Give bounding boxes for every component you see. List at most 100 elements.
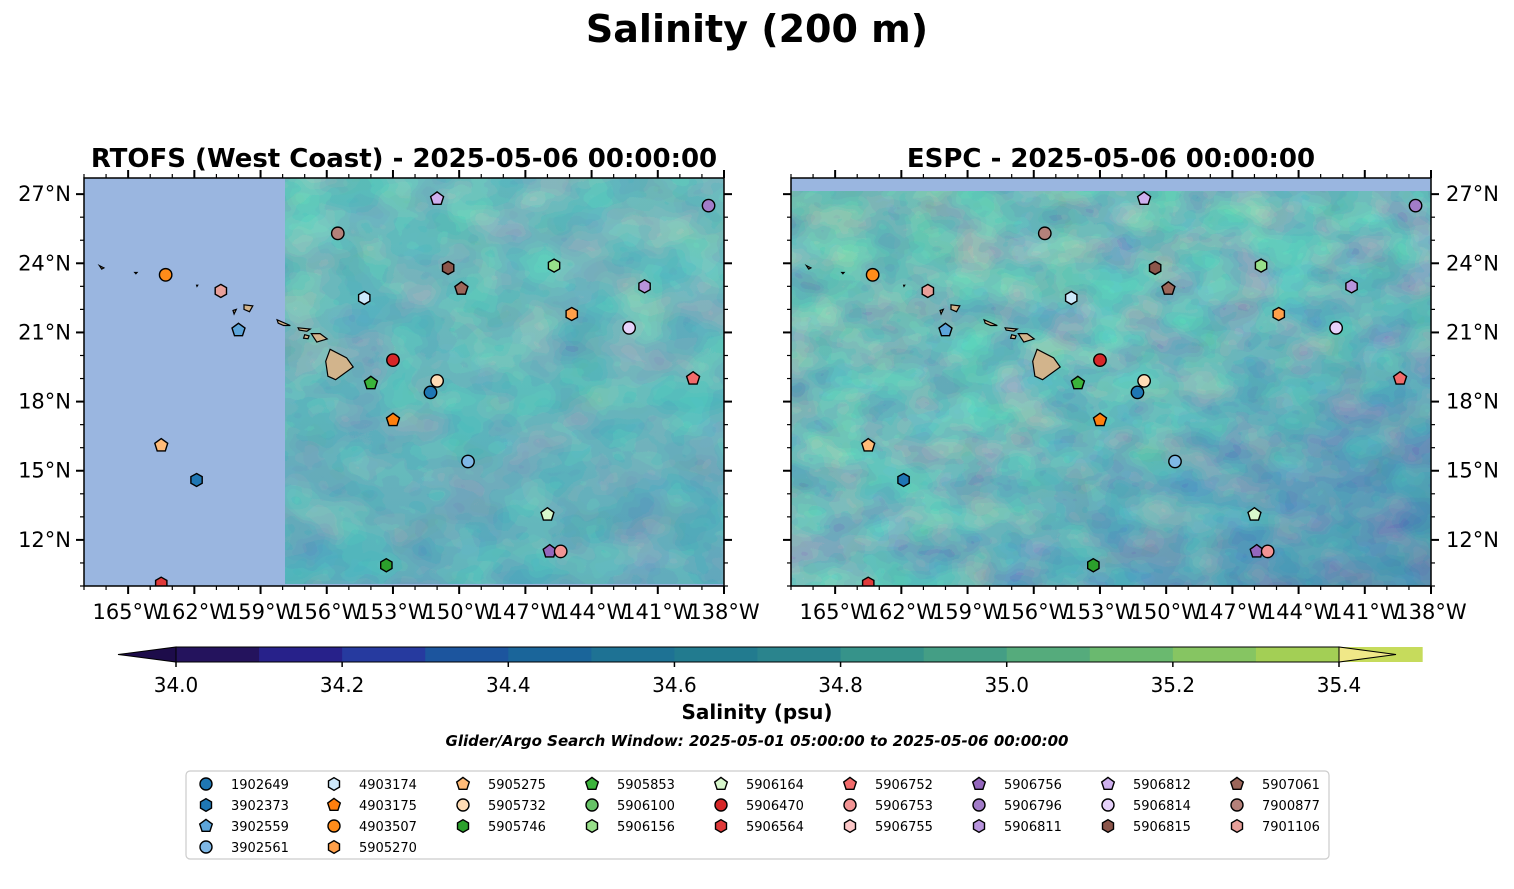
legend-label: 5905732 [488,799,546,814]
colorbar-bin [1255,647,1340,662]
y-tick-label: 24°N [18,251,71,275]
float-marker-5906164 [1247,506,1262,521]
legend-marker-5906812 [1100,776,1116,790]
legend-label: 5906815 [1133,820,1191,835]
x-tick-label: 141°W [1329,600,1401,624]
float-marker-5906564 [861,576,875,586]
x-tick-label: 144°W [1263,600,1335,624]
espc-nodata-strip [791,178,1431,192]
colorbar-bin [342,647,426,662]
x-tick-label: 144°W [556,600,628,624]
island-0 [325,348,355,381]
figure-title: Salinity (200 m) [586,7,928,51]
float-marker-3902373 [190,472,203,488]
colorbar-bin [1006,647,1091,662]
legend-label: 4903174 [359,778,417,793]
y-tick-label: 12°N [1446,528,1499,552]
espc-panel: ESPC - 2025-05-06 00:00:00 165°W162°W159… [783,144,1499,624]
colorbar-bin [674,647,759,662]
float-marker-1902649 [1130,385,1145,400]
legend-marker-4903175 [326,797,342,811]
x-tick-label: 162°W [159,600,231,624]
legend-label: 5905746 [488,820,546,835]
colorbar-extend-low [117,646,177,663]
float-marker-5906753 [553,544,568,559]
float-marker-7901106 [214,283,228,299]
island-3 [1009,333,1017,340]
float-marker-5906752 [1392,370,1408,385]
legend-marker-5906156 [585,818,599,834]
y-tick-label: 27°N [1446,182,1499,206]
float-marker-3902561 [1168,454,1182,469]
rtofs-axes: 165°W162°W159°W156°W153°W150°W147°W144°W… [18,170,760,624]
float-marker-7901106 [921,283,935,299]
legend-label: 5906752 [875,778,933,793]
float-marker-5906753 [1260,544,1275,559]
float-marker-5905275 [153,437,169,452]
float-marker-7900877 [1037,226,1052,241]
x-tick-label: 156°W [291,600,363,624]
colorbar-tick-label: 34.4 [486,673,531,697]
float-marker-3902559 [231,322,246,337]
x-tick-label: 159°W [932,600,1004,624]
x-tick-label: 159°W [225,600,297,624]
legend-marker-5906756 [971,776,987,790]
float-marker-5905746 [380,557,393,573]
legend-label: 7901106 [1262,820,1320,835]
float-marker-5906812 [429,191,445,206]
colorbar: 34.0 34.2 34.4 34.6 34.8 35.0 35.2 35.4 [117,646,1423,697]
float-marker-5905746 [1086,557,1100,573]
float-marker-5906814 [1329,320,1344,335]
float-marker-7900877 [330,226,345,241]
legend: 1902649 3902373 3902559 3902561 4903174 49031… [198,776,1320,856]
float-marker-5906815 [1148,260,1162,276]
colorbar-tick-label: 34.2 [320,673,365,697]
legend-label: 5906164 [746,778,804,793]
float-marker-4903175 [1092,412,1108,427]
island-7 [902,284,906,288]
float-marker-5906796 [1408,198,1423,213]
float-marker-5905732 [1137,373,1152,388]
legend-label: 5905270 [359,841,417,856]
island-6 [939,308,945,316]
legend-marker-5906164 [713,776,729,790]
rtofs-frame [83,177,725,587]
colorbar-tick-label: 34.0 [154,673,199,697]
float-marker-5906752 [685,370,701,385]
espc-title: ESPC - 2025-05-06 00:00:00 [907,144,1315,174]
x-tick-label: 165°W [799,600,871,624]
x-tick-label: 147°W [1197,600,1269,624]
legend-label: 3902373 [231,799,289,814]
float-marker-4903174 [357,290,371,306]
island-8 [840,271,846,275]
y-tick-label: 15°N [18,459,71,483]
island-2 [1004,327,1019,332]
legend-label: 5907061 [1262,778,1320,793]
legend-box [185,770,1330,860]
legend-marker-3902559 [198,818,214,832]
legend-label: 5906756 [1004,778,1062,793]
float-marker-4903507 [158,267,173,282]
colorbar-bin [425,647,509,662]
float-marker-5906156 [547,258,561,273]
island-1 [310,333,329,343]
legend-label: 5906796 [1004,799,1062,814]
island-4 [276,318,291,327]
island-3 [302,333,310,340]
island-6 [232,308,238,316]
island-5 [950,304,961,313]
legend-marker-5905270 [327,839,341,855]
x-tick-label: 147°W [490,600,562,624]
legend-marker-5905853 [584,776,600,790]
legend-marker-4903174 [327,776,341,792]
x-tick-label: 150°W [423,600,495,624]
island-8 [133,271,139,275]
legend-marker-5906100 [585,798,599,812]
float-marker-5906815 [441,260,455,276]
float-marker-5906470 [1093,353,1107,368]
float-marker-5905270 [1272,306,1286,322]
island-5 [243,304,254,313]
colorbar-tick-label: 34.6 [652,673,697,697]
legend-marker-5906814 [1101,798,1115,812]
x-tick-label: 138°W [688,600,760,624]
